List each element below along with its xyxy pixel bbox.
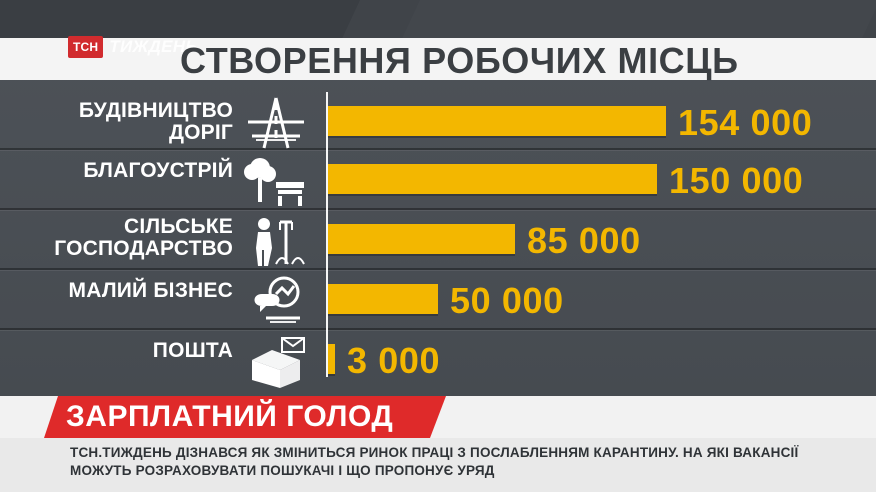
row-separator xyxy=(0,268,876,270)
title-band xyxy=(0,38,876,80)
top-panels xyxy=(0,0,876,42)
bar xyxy=(328,224,515,254)
chart-area xyxy=(0,90,876,382)
ticker xyxy=(0,438,876,492)
bar xyxy=(328,106,666,136)
row-separator xyxy=(0,208,876,210)
category-label: БУДІВНИЦТВО ДОРІГ xyxy=(78,99,233,144)
brand-logo: ТСН ТИЖДЕНЬ xyxy=(68,36,198,58)
lower-third-red-banner xyxy=(44,396,446,438)
chart-row: БУДІВНИЦТВО ДОРІГ 154 000 xyxy=(0,92,876,152)
category-label: БЛАГОУСТРІЙ xyxy=(83,159,233,182)
value-label: 150 000 xyxy=(669,160,804,201)
brand-logo-box: ТСН xyxy=(68,36,104,58)
category-label: СІЛЬСЬКЕ ГОСПОДАРСТВО xyxy=(54,215,233,260)
chart-title: СТВОРЕННЯ РОБОЧИХ МІСЦЬ xyxy=(180,40,739,81)
value-label: 85 000 xyxy=(527,220,641,261)
bar xyxy=(328,344,335,374)
business-chat-icon xyxy=(242,272,310,328)
value-label: 154 000 xyxy=(678,102,813,143)
row-separator xyxy=(0,328,876,330)
chart-axis-line xyxy=(326,92,328,377)
value-label: 50 000 xyxy=(450,280,564,321)
category-label: МАЛИЙ БІЗНЕС xyxy=(68,279,233,302)
category-label: ПОШТА xyxy=(152,339,233,362)
value-label: 3 000 xyxy=(347,340,441,381)
chart-row: МАЛИЙ БІЗНЕС 50 000 xyxy=(0,270,876,330)
road-icon xyxy=(242,94,310,150)
bar xyxy=(328,284,438,314)
mail-box-icon xyxy=(242,332,310,388)
bar xyxy=(328,164,657,194)
brand-logo-word: ТИЖДЕНЬ xyxy=(109,37,198,56)
chart-row: БЛАГОУСТРІЙ 150 000 xyxy=(0,150,876,210)
row-separator xyxy=(0,148,876,150)
farmer-icon xyxy=(242,212,310,268)
chart-row: ПОШТА 3 000 xyxy=(0,330,876,390)
lower-third-title: ЗАРПЛАТНИЙ ГОЛОД xyxy=(66,400,394,433)
ticker-text: ТСН.ТИЖДЕНЬ ДІЗНАВСЯ ЯК ЗМІНИТЬСЯ РИНОК … xyxy=(70,445,799,478)
tree-bench-icon xyxy=(242,152,310,208)
chart-row: СІЛЬСЬКЕ ГОСПОДАРСТВО 85 000 xyxy=(0,210,876,270)
